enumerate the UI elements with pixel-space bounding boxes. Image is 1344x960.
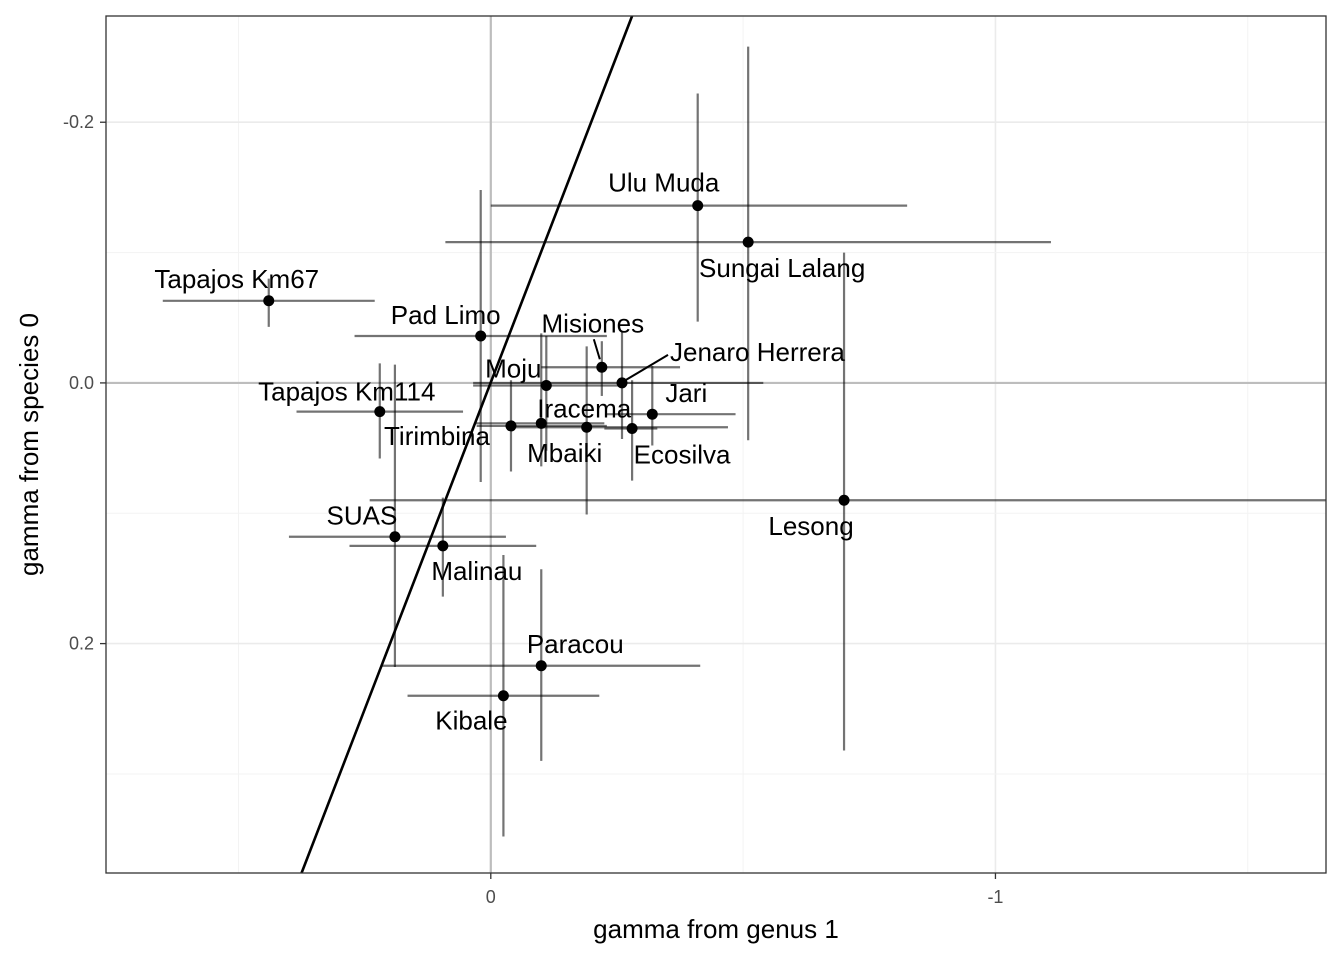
point-pad-limo [475,330,487,342]
point-label-ecosilva: Ecosilva [634,440,731,470]
point-paracou [535,660,547,672]
point-ulu-muda [692,200,704,212]
x-tick-label: 0 [486,887,496,907]
fit-line [300,15,634,874]
point-misiones [596,361,608,373]
error-bars [162,46,1326,837]
point-label-tapajos-km114: Tapajos Km114 [258,377,435,407]
point-label-lesong: Lesong [768,511,853,541]
point-label-pad-limo: Pad Limo [391,300,501,330]
x-tick-label: -1 [987,887,1003,907]
point-label-kibale: Kibale [435,706,507,736]
y-axis-title: gamma from species 0 [14,313,44,576]
point-label-paracou: Paracou [527,629,624,659]
point-label-malinau: Malinau [431,556,522,586]
point-lesong [838,494,850,506]
points-layer [263,200,850,702]
panel-border [105,15,1327,874]
x-axis-title: gamma from genus 1 [593,914,839,944]
point-iracema [535,417,547,429]
point-label-jari: Jari [665,378,707,408]
point-label-sungai-lalang: Sungai Lalang [699,253,865,283]
point-jari [646,408,658,420]
point-label-moju: Moju [485,354,541,384]
point-malinau [437,540,449,552]
point-label-misiones: Misiones [542,308,645,338]
point-label-tirimbina: Tirimbina [384,421,490,451]
point-suas [389,531,401,543]
y-tick-label: 0.2 [69,634,94,654]
point-labels-layer: Ulu Muda Sungai Lalang Tapajos Km67 Pad Lim… [154,168,865,736]
point-ecosilva [626,423,638,435]
point-label-ulu-muda: Ulu Muda [608,168,720,198]
point-label-mbaiki: Mbaiki [527,438,602,468]
fit-line-layer [300,15,634,874]
y-tick-label: -0.2 [63,112,94,132]
point-tapajos-km114 [374,406,386,418]
point-kibale [497,690,509,702]
label-leader-jenaro-herrera [625,354,669,381]
point-label-tapajos-km67: Tapajos Km67 [154,264,319,294]
point-mbaiki [581,421,593,433]
point-jenaro-herrera [616,377,628,389]
y-tick-label: 0.0 [69,373,94,393]
point-sungai-lalang [742,236,754,248]
point-moju [540,380,552,392]
point-label-iracema: Iracema [537,393,631,423]
point-tapajos-km67 [263,295,275,307]
label-leader-misiones [592,338,601,360]
point-label-jenaro-herrera: Jenaro Herrera [670,337,845,367]
point-label-suas: SUAS [327,501,398,531]
axis-ticks: 0 -1 -0.2 0.0 0.2 [63,112,1003,907]
point-tirimbina [505,420,517,432]
